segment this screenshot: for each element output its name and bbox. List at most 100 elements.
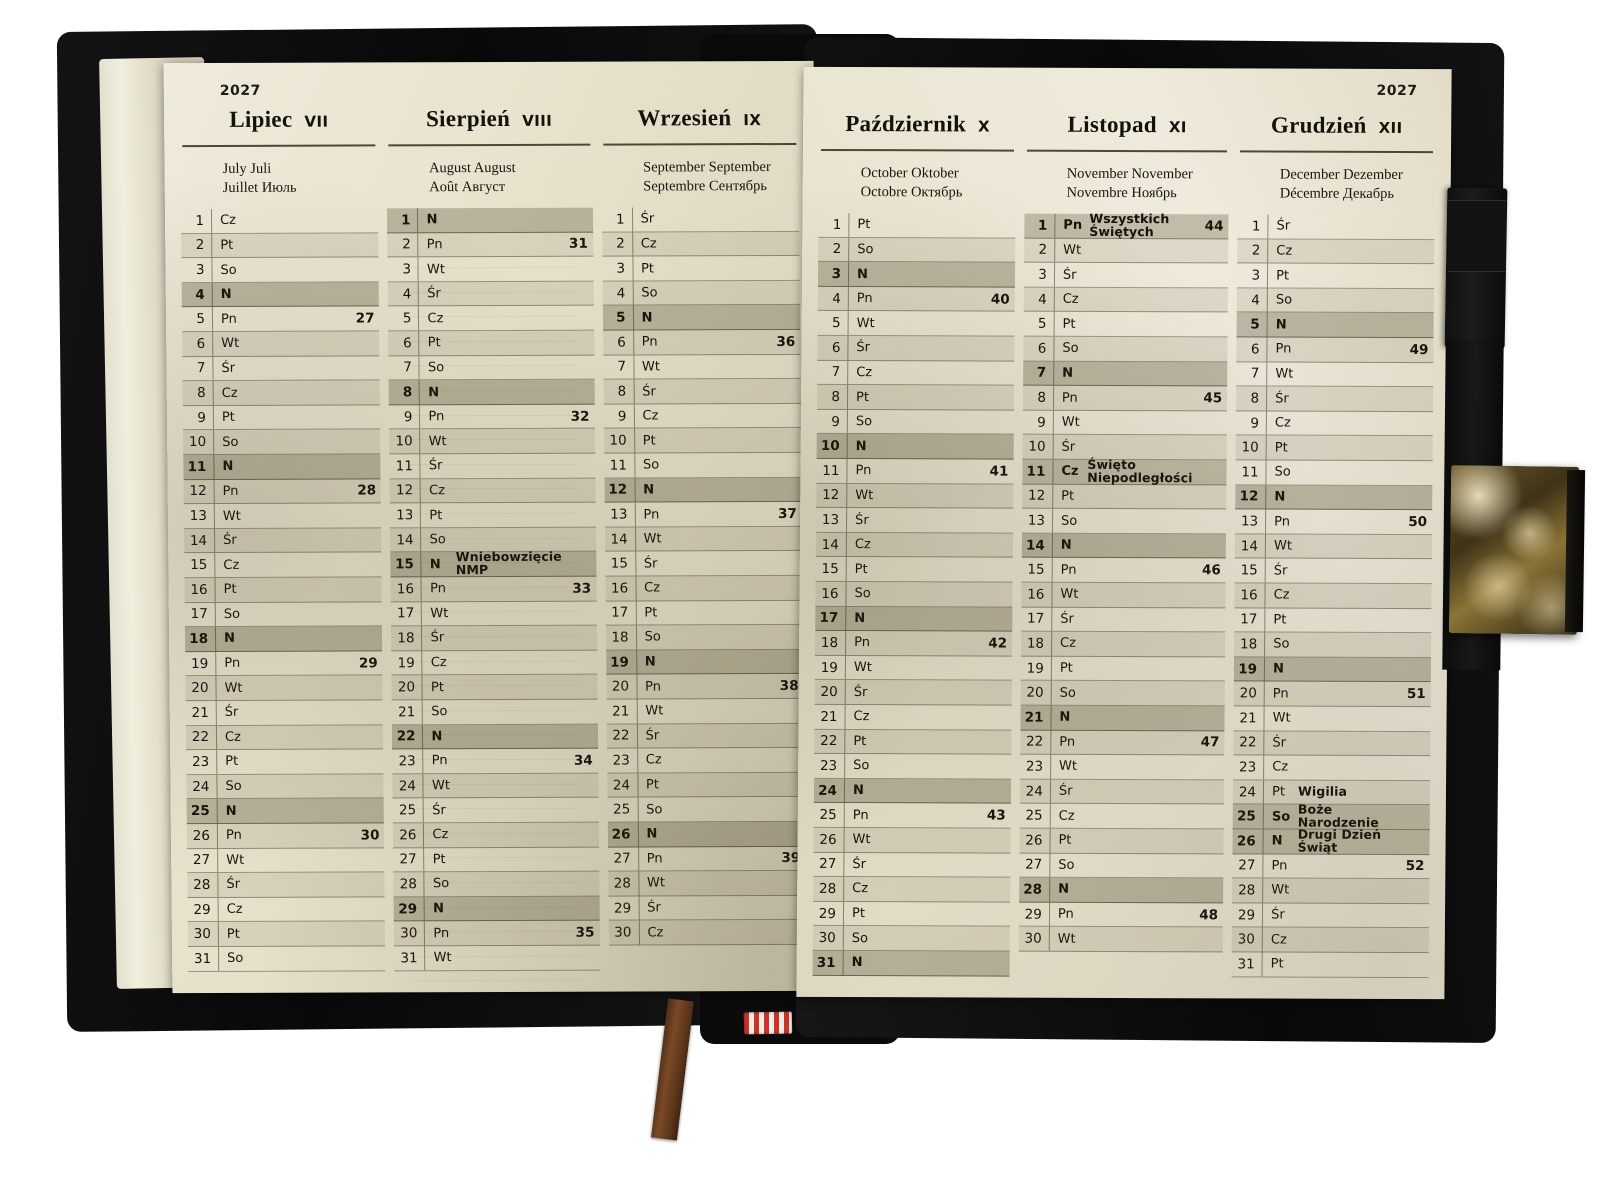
day-row[interactable]: 15 Pt	[815, 557, 1013, 583]
day-row[interactable]: 28 Wt	[607, 871, 806, 897]
day-row[interactable]: 1 Cz	[180, 208, 379, 234]
day-row[interactable]: 3 Pt	[601, 256, 800, 282]
day-row[interactable]: 26 Wt	[813, 827, 1011, 854]
day-row[interactable]: 17 Pt	[605, 600, 803, 626]
day-row[interactable]: 22 Cz	[185, 724, 384, 751]
day-row[interactable]: 18 N	[184, 626, 383, 652]
day-row[interactable]: 16 Pt	[184, 577, 383, 603]
day-row[interactable]: 5 Cz	[388, 306, 594, 332]
day-row[interactable]: 4 So	[1236, 288, 1434, 314]
day-row[interactable]: 19 Cz	[391, 650, 597, 676]
day-row[interactable]: 20 Wt	[185, 675, 384, 702]
day-row[interactable]: 12 Pt	[1022, 484, 1227, 510]
day-row[interactable]: 22 Pn 47	[1020, 730, 1225, 756]
day-row[interactable]: 1 Pt	[818, 213, 1016, 239]
day-row[interactable]: 13 Wt	[183, 503, 382, 529]
day-row[interactable]: 27 Pt	[393, 847, 599, 873]
day-row[interactable]: 13 Pt	[390, 502, 596, 529]
day-row[interactable]: 24 Wt	[392, 773, 599, 799]
day-row[interactable]: 17 So	[184, 601, 383, 628]
day-row[interactable]: 27 So	[1019, 853, 1224, 879]
day-row[interactable]: 10 N	[816, 434, 1014, 460]
day-row[interactable]: 4 Cz	[1023, 287, 1229, 313]
day-row[interactable]: 17 N	[815, 606, 1013, 632]
day-row[interactable]: 2 Pt	[181, 233, 379, 259]
day-row[interactable]: 24 So	[186, 774, 385, 800]
day-row[interactable]: 4 So	[602, 280, 800, 307]
day-row[interactable]: 21 Śr	[185, 700, 384, 726]
day-row[interactable]: 9 So	[816, 409, 1014, 436]
day-row[interactable]: 30 So	[812, 926, 1010, 952]
day-row[interactable]: 18 So	[605, 625, 804, 651]
day-row[interactable]: 29 Cz	[187, 897, 386, 923]
day-row[interactable]: 14 Śr	[184, 528, 382, 554]
day-row[interactable]: 13 Śr	[815, 508, 1014, 534]
day-row[interactable]: 21 Wt	[1233, 706, 1431, 732]
day-row[interactable]: 7 Śr	[182, 356, 381, 382]
day-row[interactable]: 21 N	[1020, 705, 1225, 731]
day-row[interactable]: 8 Śr	[603, 379, 801, 405]
day-row[interactable]: 17 Pt	[1234, 607, 1432, 634]
day-row[interactable]: 7 Cz	[817, 360, 1015, 386]
day-row[interactable]: 8 Cz	[182, 380, 381, 406]
day-row[interactable]: 2 Pn 31	[387, 232, 593, 258]
day-row[interactable]: 6 Pn 36	[602, 329, 801, 356]
day-row[interactable]: 22 N	[392, 724, 598, 750]
day-row[interactable]: 4 Śr	[388, 281, 594, 307]
day-row[interactable]: 21 Cz	[814, 704, 1012, 731]
day-row[interactable]: 12 N	[604, 477, 802, 503]
day-row[interactable]: 16 Cz	[605, 575, 803, 602]
day-row[interactable]: 18 Pn 42	[815, 631, 1013, 657]
day-row[interactable]: 18 Cz	[1020, 631, 1226, 658]
day-row[interactable]: 9 Cz	[603, 403, 802, 430]
day-row[interactable]: 31 So	[188, 946, 386, 972]
day-row[interactable]: 1 Śr	[1237, 214, 1435, 240]
day-row[interactable]: 17 Wt	[391, 601, 597, 627]
day-row[interactable]: 2 Cz	[601, 231, 800, 257]
day-row[interactable]: 27 Pn 52	[1232, 853, 1430, 880]
day-row[interactable]: 5 Wt	[817, 311, 1015, 337]
day-row[interactable]: 28 Cz	[813, 877, 1011, 903]
day-row[interactable]: 28 Śr	[187, 872, 386, 898]
day-row[interactable]: 30 Pt	[187, 921, 386, 947]
day-row[interactable]: 18 So	[1234, 632, 1432, 658]
day-row[interactable]: 25 So	[607, 797, 805, 823]
day-row[interactable]: 25 Pn 43	[813, 803, 1011, 829]
day-row[interactable]: 11 So	[1235, 460, 1433, 486]
day-row[interactable]: 28 So	[393, 871, 600, 898]
day-row[interactable]: 23 Cz	[606, 748, 805, 774]
day-row[interactable]: 19 N	[605, 649, 804, 675]
day-row[interactable]: 20 So	[1020, 681, 1225, 707]
day-row[interactable]: 26 Cz	[393, 822, 599, 848]
day-row[interactable]: 31 N	[812, 950, 1010, 977]
day-row[interactable]: 29 N	[394, 896, 600, 922]
day-row[interactable]: 28 N	[1019, 877, 1224, 904]
day-row[interactable]: 29 Śr	[608, 895, 806, 921]
day-row[interactable]: 16 Pn 33	[390, 576, 597, 602]
day-row[interactable]: 15 N Wniebowzięcie NMP	[390, 549, 597, 578]
day-row[interactable]: 2 Cz	[1237, 239, 1435, 265]
day-row[interactable]: 16 Wt	[1021, 582, 1226, 608]
day-row[interactable]: 11 Pn 41	[816, 458, 1014, 485]
day-row[interactable]: 24 Śr	[1019, 779, 1225, 805]
day-row[interactable]: 26 N Drugi Dzień Świąt	[1232, 827, 1430, 855]
day-row[interactable]: 23 So	[814, 754, 1012, 780]
day-row[interactable]: 8 Pt	[816, 385, 1015, 411]
day-row[interactable]: 30 Cz	[608, 920, 807, 946]
day-row[interactable]: 23 Pt	[186, 749, 384, 775]
day-row[interactable]: 18 Śr	[391, 625, 597, 652]
day-row[interactable]: 11 So	[603, 452, 802, 479]
day-row[interactable]: 22 Śr	[1233, 730, 1431, 757]
day-row[interactable]: 4 Pn 40	[817, 286, 1015, 313]
day-row[interactable]: 31 Wt	[394, 945, 600, 971]
day-row[interactable]: 14 Wt	[604, 526, 803, 553]
day-row[interactable]: 9 Wt	[1022, 410, 1228, 436]
day-row[interactable]: 29 Śr	[1231, 903, 1430, 929]
day-row[interactable]: 9 Cz	[1235, 411, 1433, 437]
day-row[interactable]: 6 Pn 49	[1236, 337, 1434, 363]
day-row[interactable]: 13 Pn 50	[1235, 509, 1433, 535]
day-row[interactable]: 12 Cz	[390, 478, 596, 504]
day-row[interactable]: 12 N	[1235, 485, 1433, 511]
day-row[interactable]: 20 Pt	[391, 675, 598, 701]
